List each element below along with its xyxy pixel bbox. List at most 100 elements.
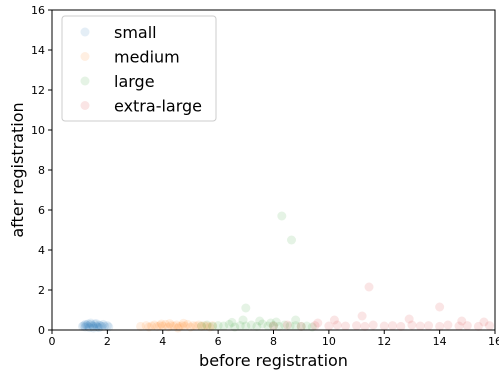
data-point	[205, 322, 215, 332]
data-point	[82, 320, 92, 330]
data-point	[188, 321, 198, 331]
data-point	[95, 321, 105, 331]
data-point	[83, 319, 93, 329]
data-point	[87, 321, 97, 331]
data-point	[177, 321, 187, 331]
data-point	[202, 321, 212, 331]
data-point	[263, 321, 273, 331]
x-tick-label: 4	[159, 335, 166, 348]
data-point	[94, 323, 104, 333]
x-tick-label: 12	[377, 335, 391, 348]
data-point	[255, 316, 265, 326]
data-point	[163, 322, 173, 332]
data-point	[287, 235, 296, 245]
data-point	[368, 320, 378, 330]
data-point	[396, 321, 406, 331]
y-tick-label: 2	[38, 284, 45, 297]
data-point	[94, 320, 104, 330]
legend-marker	[80, 76, 90, 86]
data-point	[274, 321, 284, 331]
data-point	[462, 321, 472, 331]
data-point	[155, 321, 165, 331]
data-point	[280, 320, 290, 330]
legend-item-medium: medium	[80, 48, 180, 67]
data-point	[407, 320, 417, 330]
data-point	[424, 321, 434, 331]
data-point	[340, 321, 350, 331]
x-tick-label: 16	[488, 335, 499, 348]
data-point	[104, 322, 114, 332]
data-point	[91, 319, 101, 329]
legend: small medium large extra-large	[61, 15, 217, 122]
series-large	[197, 211, 317, 332]
data-point	[454, 321, 464, 331]
data-point	[484, 321, 494, 331]
data-point	[86, 319, 96, 329]
data-point	[100, 321, 110, 331]
data-point	[89, 321, 99, 331]
data-point	[269, 321, 278, 331]
data-point	[158, 321, 168, 331]
data-point	[202, 320, 212, 330]
data-point	[199, 321, 209, 331]
data-point	[77, 321, 87, 331]
x-tick-label: 10	[322, 335, 336, 348]
data-point	[174, 321, 184, 331]
data-point	[80, 322, 90, 332]
data-point	[191, 321, 201, 331]
data-point	[227, 317, 237, 327]
series-extra-large	[269, 282, 494, 331]
y-tick-label: 16	[31, 4, 45, 17]
data-point	[435, 302, 445, 312]
data-point	[194, 320, 204, 330]
data-point	[307, 322, 317, 332]
y-tick-label: 8	[38, 164, 45, 177]
legend-item-large: large	[80, 72, 155, 91]
y-tick-label: 4	[38, 244, 45, 257]
data-point	[91, 321, 101, 331]
data-point	[379, 321, 389, 331]
data-point	[435, 321, 445, 331]
data-point	[208, 321, 218, 331]
data-point	[141, 321, 151, 331]
data-point	[185, 322, 195, 332]
data-point	[152, 321, 162, 331]
data-point	[277, 211, 287, 221]
data-point	[291, 321, 301, 331]
x-tick-label: 8	[270, 335, 277, 348]
data-point	[271, 317, 281, 327]
y-tick-label: 0	[38, 324, 45, 337]
data-point	[144, 322, 154, 332]
data-point	[285, 321, 295, 331]
data-point	[352, 321, 362, 331]
y-axis-label: after registration	[8, 102, 27, 237]
data-point	[98, 319, 108, 329]
data-point	[102, 321, 112, 331]
data-point	[357, 311, 367, 321]
data-point	[183, 319, 193, 329]
data-point	[235, 321, 245, 331]
data-point	[241, 303, 251, 313]
data-point	[282, 320, 292, 330]
data-point	[169, 321, 179, 331]
data-point	[147, 321, 157, 331]
legend-box	[61, 15, 217, 122]
data-point	[90, 319, 100, 329]
legend-label: medium	[114, 48, 180, 67]
data-point	[266, 318, 276, 328]
data-point	[83, 321, 93, 331]
data-point	[415, 321, 425, 331]
data-point	[296, 321, 306, 331]
data-point	[310, 321, 320, 331]
data-point	[324, 321, 334, 331]
data-point	[149, 320, 159, 330]
data-point	[197, 321, 207, 331]
data-point	[332, 320, 342, 330]
data-point	[302, 321, 312, 331]
legend-marker	[80, 52, 90, 61]
y-tick-label: 12	[31, 84, 45, 97]
data-point	[197, 321, 207, 331]
data-point	[79, 321, 89, 331]
data-point	[364, 282, 374, 292]
